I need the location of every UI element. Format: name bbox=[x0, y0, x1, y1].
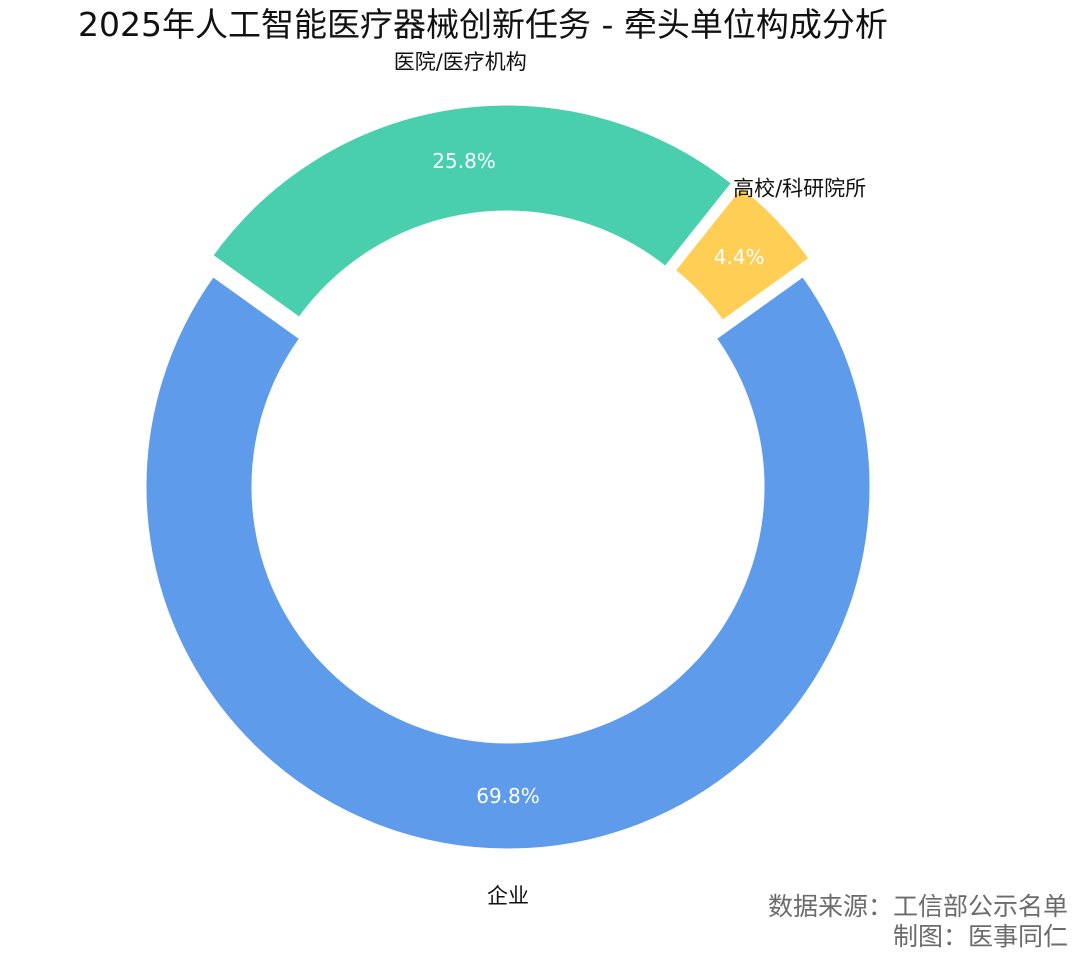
category-label-university: 高校/科研院所 bbox=[733, 176, 866, 200]
source-note: 数据来源：工信部公示名单 bbox=[767, 892, 1068, 921]
slice-enterprise bbox=[143, 273, 873, 852]
category-label-enterprise: 企业 bbox=[487, 884, 529, 908]
slice-university bbox=[671, 183, 813, 324]
slice-hospital bbox=[209, 102, 735, 321]
category-label-hospital: 医院/医疗机构 bbox=[394, 50, 527, 74]
credit-note: 制图：医事同仁 bbox=[892, 922, 1068, 951]
value-label-university: 4.4% bbox=[714, 245, 765, 269]
value-label-enterprise: 69.8% bbox=[476, 784, 540, 808]
chart-title: 2025年人工智能医疗器械创新任务 - 牵头单位构成分析 bbox=[78, 5, 888, 44]
value-label-hospital: 25.8% bbox=[432, 149, 496, 173]
